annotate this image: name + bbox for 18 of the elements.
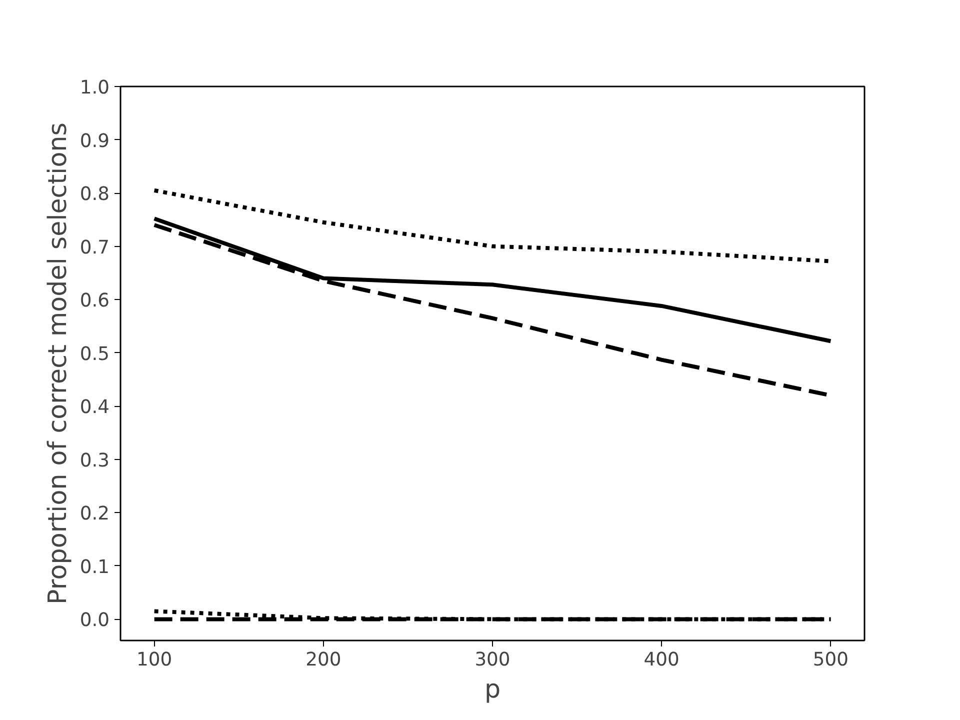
y-tick-label: 0.5 [80,344,110,365]
y-tick-label: 0.2 [80,504,110,525]
x-tick-label: 500 [812,650,848,670]
y-tick-label: 0.6 [80,290,110,312]
y-tick-label: 0.0 [80,610,110,632]
x-tick-label: 200 [306,650,342,670]
y-tick-label: 1.0 [80,78,110,98]
y-tick-label: 0.1 [80,556,110,578]
y-tick-label: 0.8 [80,184,110,206]
y-tick-label: 0.4 [80,397,110,418]
x-tick-label: 300 [474,650,510,670]
y-tick-label: 0.7 [80,237,110,258]
y-tick-label: 0.3 [80,450,110,472]
x-axis-title: p [484,674,501,704]
x-tick-label: 100 [136,650,172,670]
y-axis-title: Proportion of correct model selections [42,122,72,604]
y-tick-label: 0.9 [80,130,110,152]
x-tick-label: 400 [644,650,680,670]
